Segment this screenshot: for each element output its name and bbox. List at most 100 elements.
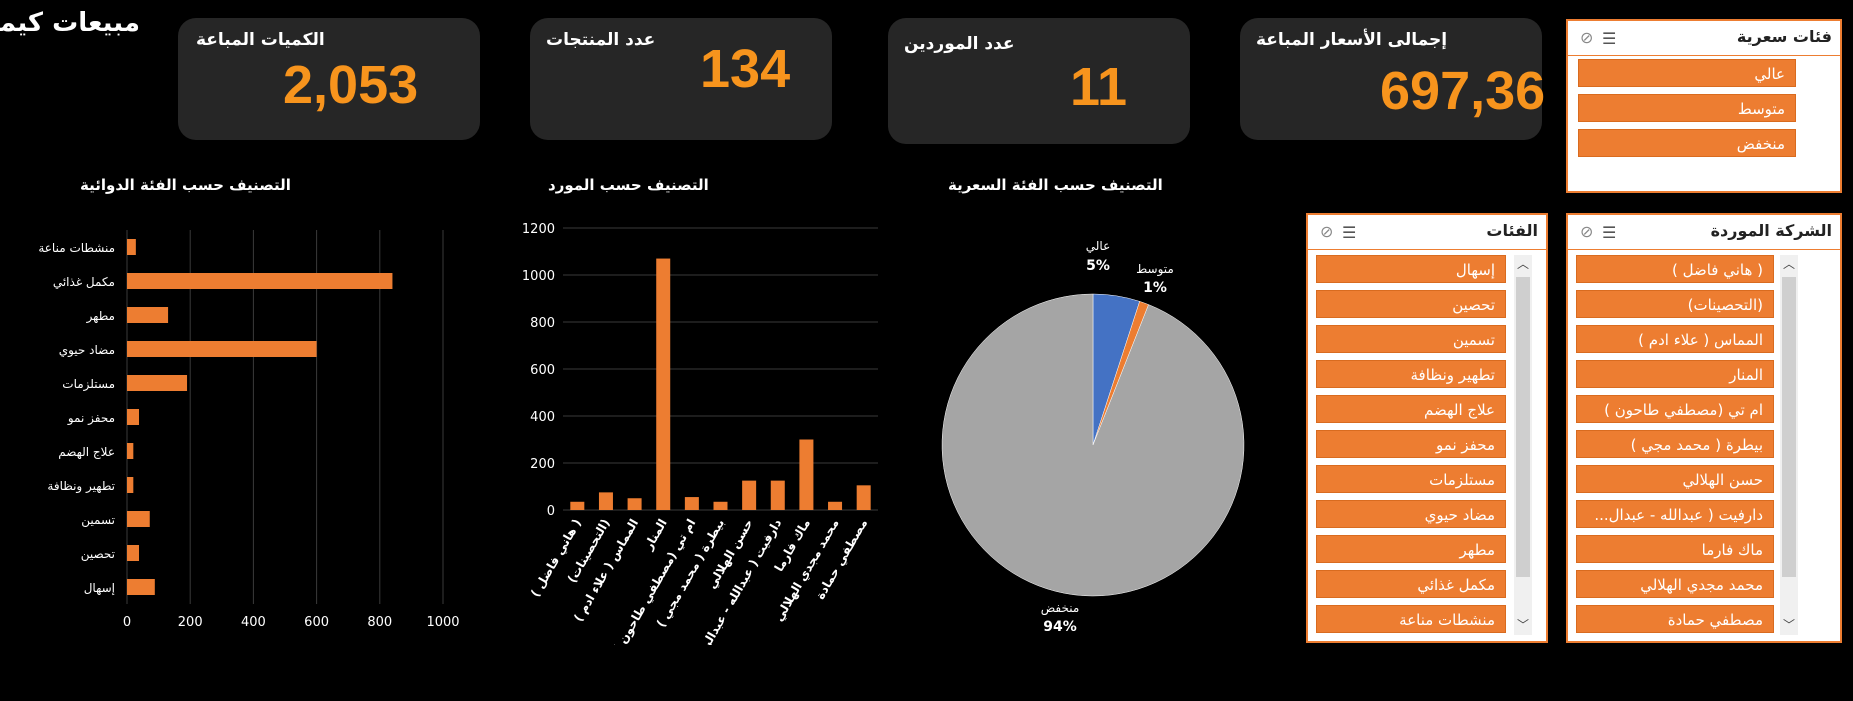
bar	[127, 443, 134, 459]
kpi-suppliers-label: عدد الموردين	[904, 34, 1015, 54]
kpi-total-price-card: إجمالى الأسعار المباعة 697,36	[1240, 18, 1545, 140]
clear-filter-icon[interactable]: ⊘	[1320, 222, 1334, 241]
bar	[742, 480, 757, 510]
pie-percent-label: 5%	[1086, 258, 1110, 274]
clear-filter-icon[interactable]: ⊘	[1580, 222, 1594, 241]
kpi-products-card: عدد المنتجات 134	[530, 18, 832, 140]
bar	[856, 485, 871, 510]
dashboard-title: مبيعات كيميت	[0, 8, 140, 38]
bar	[127, 375, 188, 391]
kpi-suppliers-value: 11	[1070, 57, 1128, 117]
slicer-item[interactable]: متوسط	[1578, 94, 1796, 122]
chevron-down-icon[interactable]: ﹀	[1517, 618, 1530, 632]
chart-price-pie: عالي 5% متوسط 1% منخفض 94%	[941, 239, 1245, 635]
slicer-item[interactable]: ماك فارما	[1576, 535, 1774, 563]
bar	[127, 307, 169, 323]
y-tick-label: 0	[547, 504, 555, 519]
y-tick-label: 1200	[522, 222, 555, 237]
slicer-item[interactable]: ام تي (مصطفي طاحون )	[1576, 395, 1774, 423]
kpi-products-label: عدد المنتجات	[546, 30, 656, 50]
chevron-down-icon[interactable]: ﹀	[1783, 618, 1796, 632]
slicer-item[interactable]: مصطفي حمادة	[1576, 605, 1774, 633]
y-tick-label: 400	[530, 410, 555, 425]
bar	[127, 273, 393, 289]
bar	[570, 501, 585, 510]
chart-category-title: التصنيف حسب الفئة الدوائية	[80, 176, 291, 194]
slicer-supplier-title: الشركة الموردة	[1710, 221, 1832, 240]
slicer-item[interactable]: إسهال	[1316, 255, 1506, 283]
slicer-categories: الفئات ☰ ⊘ إسهال تحصين تسمين تطهير ونظافة عل…	[1306, 213, 1548, 643]
chevron-up-icon[interactable]: ︿	[1517, 257, 1530, 271]
scrollbar-thumb[interactable]	[1782, 277, 1796, 577]
bar	[828, 501, 843, 510]
y-tick-label: تسمين	[81, 513, 115, 528]
slicer-categories-scrollbar[interactable]: ︿ ﹀	[1514, 255, 1532, 635]
slicer-item[interactable]: محفز نمو	[1316, 430, 1506, 458]
chevron-up-icon[interactable]: ︿	[1783, 257, 1796, 271]
x-tick-label: 200	[178, 615, 203, 630]
slicer-categories-header: الفئات ☰ ⊘	[1308, 215, 1546, 250]
scrollbar-thumb[interactable]	[1516, 277, 1530, 577]
y-tick-label: مكمل غذائي	[53, 275, 115, 289]
bar	[627, 498, 642, 510]
bar	[127, 545, 140, 561]
x-tick-label: 1000	[426, 615, 459, 630]
slicer-item[interactable]: ( هاني فاضل )	[1576, 255, 1774, 283]
slicer-supplier-header: الشركة الموردة ☰ ⊘	[1568, 215, 1840, 250]
slicer-item[interactable]: علاج الهضم	[1316, 395, 1506, 423]
pie-percent-label: 1%	[1143, 280, 1167, 296]
bar	[127, 409, 140, 425]
chart-category-bars: 0 200 400 600 800 1000 منشطات مناعة مكمل غذائي م…	[38, 230, 460, 630]
x-tick-label: 400	[241, 615, 266, 630]
y-tick-label: مستلزمات	[62, 377, 115, 392]
y-tick-label: إسهال	[84, 581, 115, 595]
bar	[127, 511, 150, 527]
slicer-item[interactable]: مطهر	[1316, 535, 1506, 563]
kpi-quantity-label: الكميات المباعة	[196, 30, 325, 50]
slicer-item[interactable]: تحصين	[1316, 290, 1506, 318]
slicer-item[interactable]: المماس ( علاء ادم )	[1576, 325, 1774, 353]
bar	[713, 501, 728, 510]
slicer-price-category: فئات سعرية ☰ ⊘ عالي متوسط منخفض	[1566, 19, 1842, 193]
y-tick-label: 200	[530, 457, 555, 472]
slicer-item[interactable]: (التحصينات)	[1576, 290, 1774, 318]
bar	[684, 497, 699, 510]
slicer-item[interactable]: مكمل غذائي	[1316, 570, 1506, 598]
y-tick-label: 800	[530, 316, 555, 331]
slicer-item[interactable]: المنار	[1576, 360, 1774, 388]
y-tick-label: محفز نمو	[67, 411, 115, 426]
clear-filter-icon[interactable]: ⊘	[1580, 28, 1594, 47]
bar	[799, 439, 814, 510]
y-tick-label: تطهير ونظافة	[47, 479, 115, 494]
slicer-item[interactable]: دارفيت ( عبدالله - عبدال...	[1576, 500, 1774, 528]
y-tick-label: 1000	[522, 269, 555, 284]
pie-label: منخفض	[1041, 601, 1080, 616]
kpi-suppliers-card: عدد الموردين 11	[888, 18, 1190, 144]
slicer-item[interactable]: منشطات مناعة	[1316, 605, 1506, 633]
kpi-products-value: 134	[700, 39, 791, 99]
y-tick-label: علاج الهضم	[58, 445, 115, 459]
slicer-supplier-scrollbar[interactable]: ︿ ﹀	[1780, 255, 1798, 635]
chart-supplier-title: التصنيف حسب المورد	[548, 176, 709, 194]
slicer-item[interactable]: تسمين	[1316, 325, 1506, 353]
x-tick-label: 800	[367, 615, 392, 630]
multi-select-icon[interactable]: ☰	[1342, 223, 1357, 242]
slicer-item[interactable]: محمد مجدي الهلالي	[1576, 570, 1774, 598]
slicer-item[interactable]: حسن الهلالي	[1576, 465, 1774, 493]
slicer-item[interactable]: مضاد حيوي	[1316, 500, 1506, 528]
slicer-item[interactable]: بيطرة ( محمد مجي )	[1576, 430, 1774, 458]
slicer-item[interactable]: عالي	[1578, 59, 1796, 87]
bar	[127, 579, 155, 595]
slicer-price-category-title: فئات سعرية	[1736, 27, 1832, 46]
slicer-item[interactable]: منخفض	[1578, 129, 1796, 157]
multi-select-icon[interactable]: ☰	[1602, 29, 1617, 48]
x-tick-label: 0	[123, 615, 131, 630]
multi-select-icon[interactable]: ☰	[1602, 223, 1617, 242]
slicer-categories-title: الفئات	[1486, 221, 1538, 240]
slicer-item[interactable]: تطهير ونظافة	[1316, 360, 1506, 388]
x-tick-label: 600	[304, 615, 329, 630]
slicer-item[interactable]: مستلزمات	[1316, 465, 1506, 493]
pie-label: متوسط	[1136, 262, 1174, 277]
kpi-total-price-label: إجمالى الأسعار المباعة	[1256, 30, 1448, 50]
